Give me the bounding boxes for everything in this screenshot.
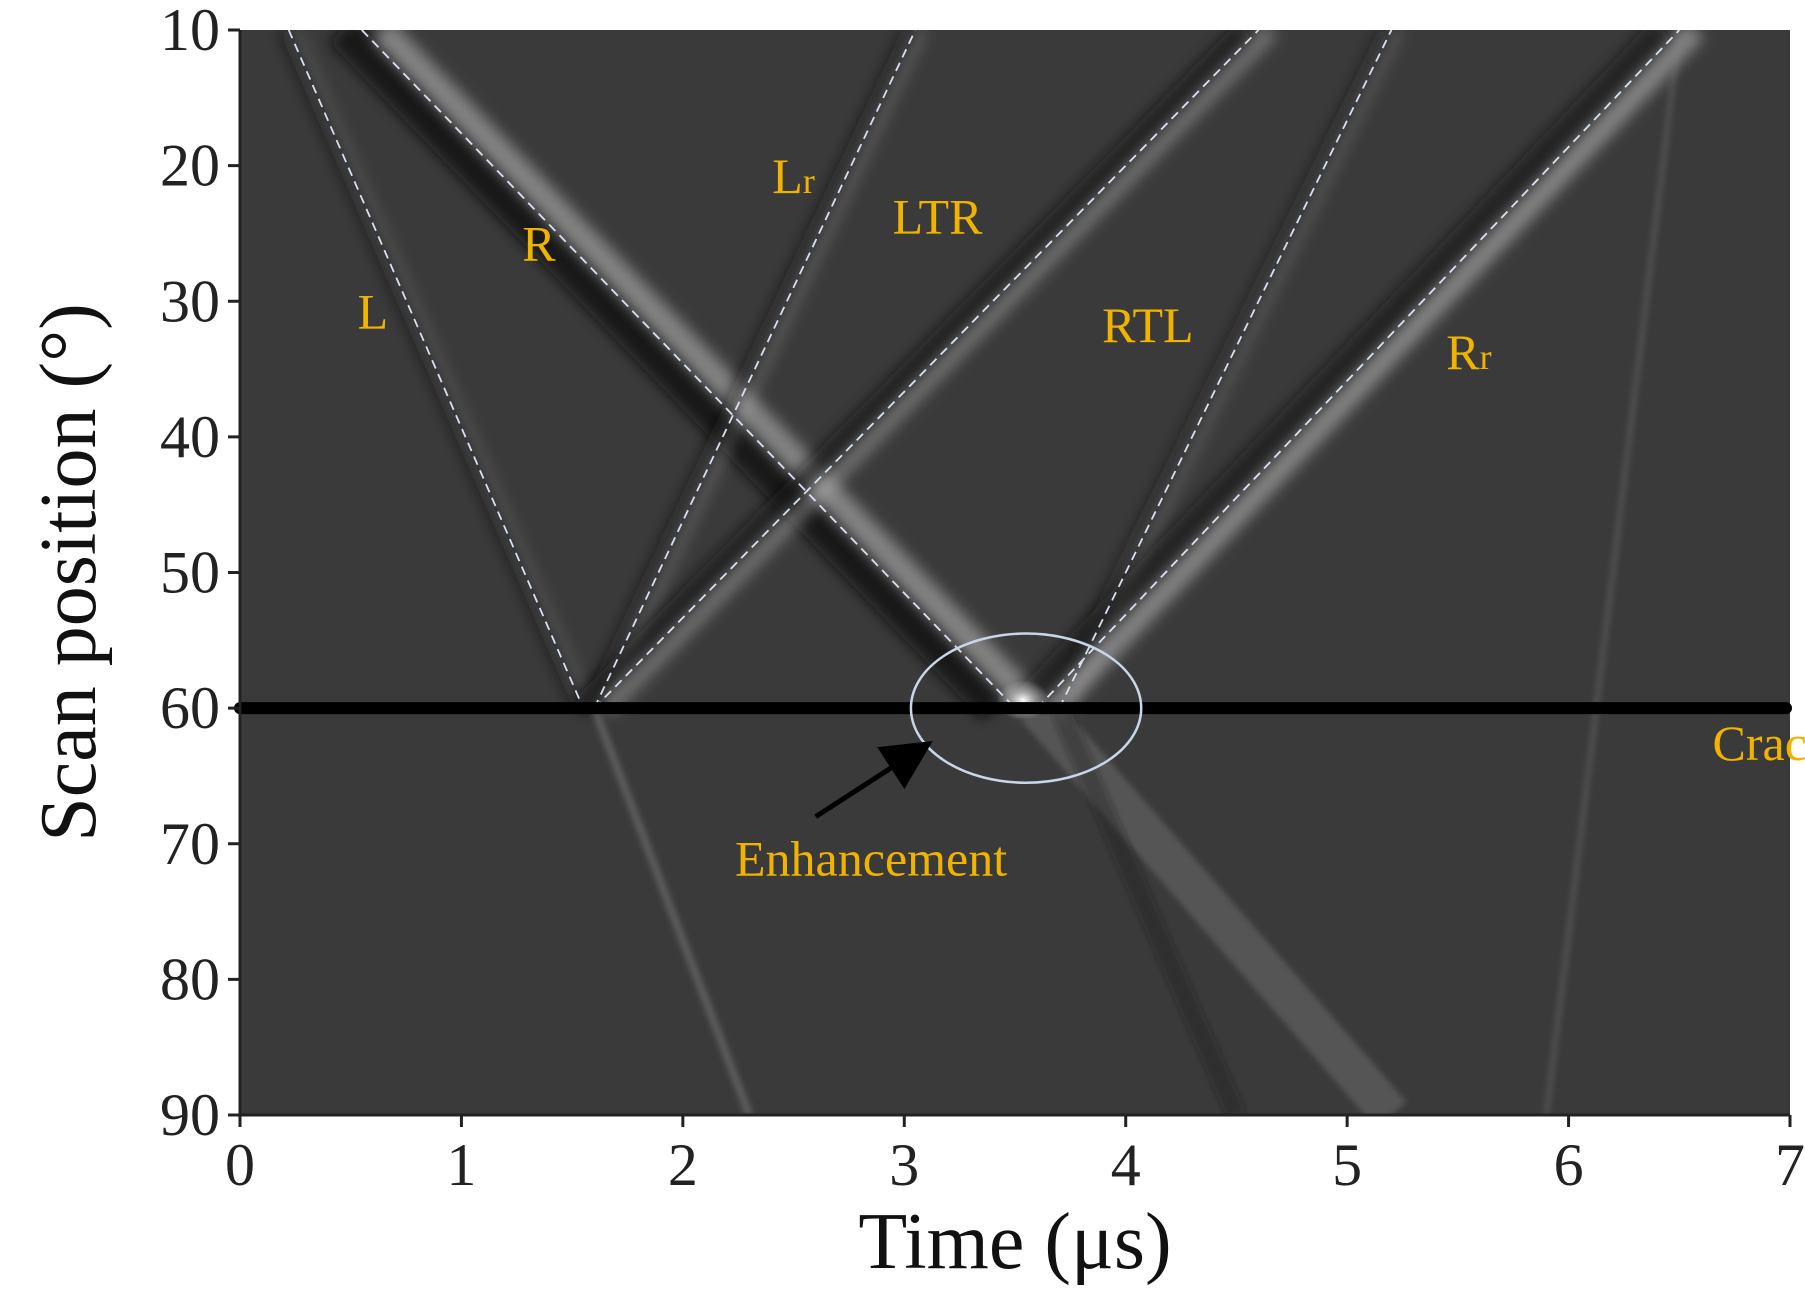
y-tick-label: 20 [160, 133, 220, 199]
wave-band-light [601, 30, 1279, 715]
wave-label-rtl: RTL [1102, 297, 1193, 353]
wave-label-l: L [358, 283, 389, 339]
transmitted-wave [590, 706, 754, 1115]
x-tick-label: 1 [446, 1132, 476, 1198]
plot-background [240, 30, 1790, 1115]
y-tick-label: 40 [160, 404, 220, 470]
wave-band-dark [329, 30, 1007, 720]
wave-guide-lr [593, 30, 917, 709]
x-tick-label: 3 [889, 1132, 919, 1198]
wave-band-light [1045, 30, 1705, 716]
y-tick-label: 80 [160, 946, 220, 1012]
wavefield-layer [278, 30, 1705, 1115]
x-tick-label: 0 [225, 1132, 255, 1198]
y-tick-label: 30 [160, 268, 220, 334]
x-tick-label: 4 [1111, 1132, 1141, 1198]
wave-label-lr: Lr [772, 148, 815, 204]
y-axis-ticks: 10 20 30 40 50 60 70 80 90 [160, 0, 240, 1148]
enhancement-ellipse [909, 632, 1143, 784]
y-tick-label: 50 [160, 540, 220, 606]
x-axis-title: Time (μs) [858, 1198, 1171, 1286]
wave-label-rr: Rr [1446, 324, 1491, 380]
wave-guide-l [287, 30, 585, 709]
wave-label-r: R [522, 216, 556, 272]
y-tick-label: 10 [160, 0, 220, 63]
wave-band-light [291, 30, 593, 710]
enhancement-label: Enhancement [735, 830, 1007, 886]
wave-label-ltr: LTR [893, 188, 983, 244]
y-tick-label: 90 [160, 1082, 220, 1148]
wave-band-light [597, 30, 927, 711]
x-tick-label: 2 [668, 1132, 698, 1198]
x-tick-label: 7 [1775, 1132, 1805, 1198]
wave-band-dark [1010, 30, 1673, 718]
wave-guide-r [361, 30, 1016, 709]
wave-guide-rr [1036, 30, 1680, 709]
enhancement-arrow [814, 741, 933, 819]
y-axis-title: Scan position (°) [25, 303, 113, 842]
wave-guide-lines [287, 30, 1680, 709]
wave-band-light [372, 30, 1046, 718]
wave-band-dark [573, 30, 1254, 716]
wave-guide-rtl [1058, 30, 1393, 709]
wave-labels: L R Lr LTR RTL Rr [358, 148, 1492, 380]
x-tick-label: 5 [1332, 1132, 1362, 1198]
y-tick-label: 60 [160, 675, 220, 741]
wave-band-dark [1046, 30, 1390, 711]
transmitted-wave [1543, 30, 1683, 1115]
transmitted-wave [1050, 704, 1246, 1115]
crack-label: Crack [1713, 715, 1805, 771]
wave-guide-ltr [593, 30, 1260, 709]
wave-band-dark [581, 30, 914, 711]
wave-band-dark [278, 30, 582, 711]
x-tick-label: 6 [1554, 1132, 1584, 1198]
y-tick-label: 70 [160, 811, 220, 877]
x-axis-ticks: 0 1 2 3 4 5 6 7 [225, 1115, 1805, 1198]
